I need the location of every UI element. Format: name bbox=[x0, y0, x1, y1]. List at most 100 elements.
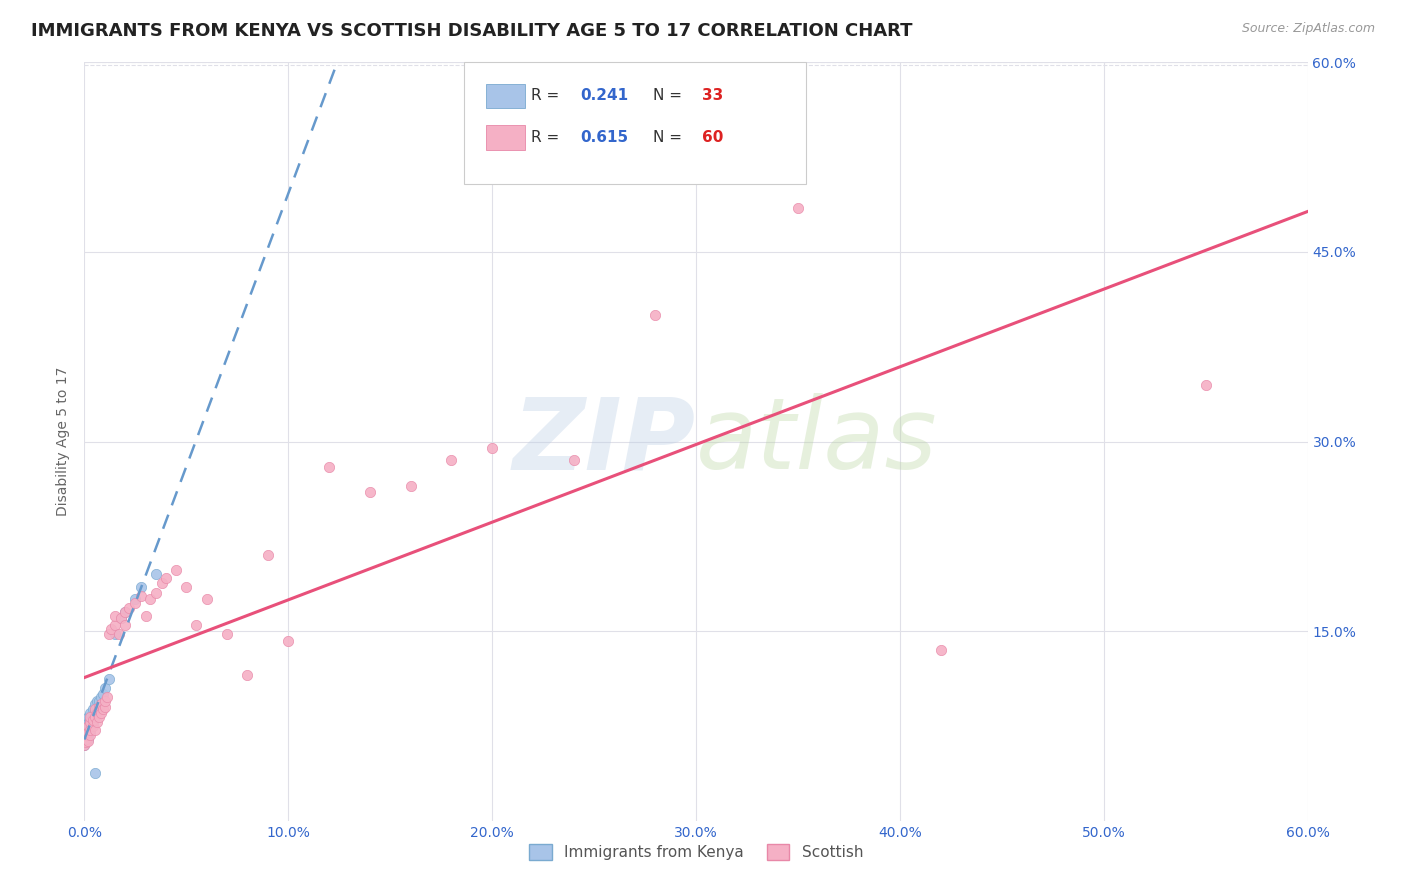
Point bbox=[150, 576, 173, 591]
Text: 0.241: 0.241 bbox=[579, 88, 628, 103]
Text: 0.615: 0.615 bbox=[579, 130, 628, 145]
Point bbox=[79, 710, 101, 724]
Point bbox=[217, 626, 239, 640]
Point bbox=[77, 731, 100, 746]
Text: Source: ZipAtlas.com: Source: ZipAtlas.com bbox=[1241, 22, 1375, 36]
Point bbox=[104, 626, 127, 640]
Point bbox=[83, 706, 105, 721]
Point bbox=[75, 731, 97, 746]
Point bbox=[145, 567, 167, 582]
Point bbox=[110, 611, 132, 625]
Point bbox=[1195, 377, 1218, 392]
Point bbox=[79, 725, 101, 739]
Text: 33: 33 bbox=[702, 88, 723, 103]
Point bbox=[93, 681, 115, 695]
Point bbox=[145, 586, 167, 600]
Point bbox=[86, 706, 108, 721]
Point bbox=[75, 725, 97, 739]
Point bbox=[155, 571, 177, 585]
Point bbox=[318, 459, 340, 474]
Point bbox=[82, 715, 104, 730]
Point bbox=[114, 617, 136, 632]
Point bbox=[83, 765, 105, 780]
Point bbox=[91, 687, 114, 701]
Point bbox=[83, 698, 105, 712]
Point bbox=[87, 710, 110, 724]
Point bbox=[96, 690, 118, 704]
Point bbox=[118, 601, 141, 615]
Point bbox=[75, 728, 97, 742]
Point bbox=[131, 580, 153, 594]
Point bbox=[77, 723, 100, 737]
Point bbox=[79, 713, 101, 727]
Text: 60: 60 bbox=[702, 130, 724, 145]
Text: atlas: atlas bbox=[696, 393, 938, 490]
Point bbox=[124, 592, 146, 607]
Point bbox=[79, 715, 101, 730]
Point bbox=[104, 608, 127, 623]
Point bbox=[77, 713, 100, 727]
Point bbox=[90, 698, 112, 712]
Point bbox=[75, 728, 97, 742]
Legend: Immigrants from Kenya, Scottish: Immigrants from Kenya, Scottish bbox=[523, 838, 869, 866]
Point bbox=[79, 719, 101, 733]
Point bbox=[135, 608, 157, 623]
Point bbox=[82, 719, 104, 733]
Point bbox=[108, 626, 131, 640]
Point bbox=[100, 622, 122, 636]
Point bbox=[79, 723, 101, 737]
Point bbox=[75, 735, 97, 749]
Point bbox=[77, 725, 100, 739]
Point bbox=[77, 719, 100, 733]
Point bbox=[110, 611, 132, 625]
Point bbox=[83, 723, 105, 737]
Point bbox=[186, 617, 208, 632]
Text: R =: R = bbox=[531, 130, 564, 145]
Point bbox=[90, 706, 112, 721]
Point bbox=[236, 668, 259, 682]
Point bbox=[77, 710, 100, 724]
Point bbox=[75, 719, 97, 733]
Point bbox=[165, 564, 187, 578]
Point bbox=[82, 713, 104, 727]
Point bbox=[82, 702, 104, 716]
Point bbox=[440, 453, 463, 467]
Point bbox=[787, 201, 810, 215]
Point bbox=[79, 706, 101, 721]
Point bbox=[124, 596, 146, 610]
Point bbox=[86, 693, 108, 707]
Point bbox=[77, 715, 100, 730]
Point bbox=[87, 699, 110, 714]
Point bbox=[93, 693, 115, 707]
Point bbox=[929, 643, 952, 657]
Point bbox=[195, 592, 218, 607]
Point bbox=[86, 702, 108, 716]
Point bbox=[90, 690, 112, 704]
Point bbox=[79, 728, 101, 742]
Point bbox=[82, 710, 104, 724]
Point bbox=[359, 485, 381, 500]
Point bbox=[114, 605, 136, 619]
FancyBboxPatch shape bbox=[485, 126, 524, 150]
Point bbox=[97, 626, 120, 640]
Point bbox=[481, 441, 503, 455]
Text: N =: N = bbox=[654, 88, 688, 103]
Point bbox=[87, 693, 110, 707]
Point bbox=[562, 453, 585, 467]
Point bbox=[83, 702, 105, 716]
Y-axis label: Disability Age 5 to 17: Disability Age 5 to 17 bbox=[56, 367, 70, 516]
Point bbox=[174, 580, 197, 594]
Text: N =: N = bbox=[654, 130, 688, 145]
Text: ZIP: ZIP bbox=[513, 393, 696, 490]
Point bbox=[91, 702, 114, 716]
FancyBboxPatch shape bbox=[485, 84, 524, 108]
Point bbox=[644, 308, 666, 322]
Point bbox=[104, 617, 127, 632]
Point bbox=[75, 734, 97, 748]
Point bbox=[73, 738, 96, 752]
Point bbox=[277, 634, 299, 648]
Point bbox=[138, 592, 160, 607]
Point bbox=[114, 605, 136, 619]
Point bbox=[97, 672, 120, 686]
Point bbox=[399, 479, 422, 493]
